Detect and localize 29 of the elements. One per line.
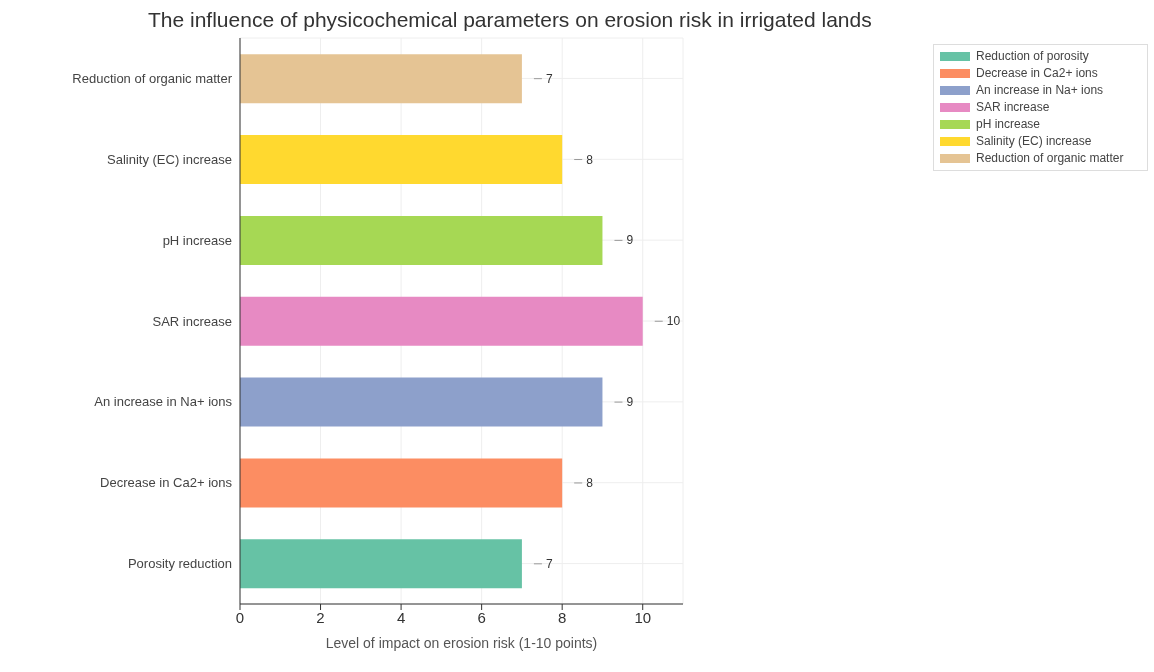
data-label: 9 — [626, 395, 634, 410]
y-tick-label: An increase in Na+ ions — [94, 394, 233, 410]
data-label: 7 — [545, 71, 553, 86]
legend-label: Reduction of porosity — [976, 48, 1089, 65]
legend-label: pH increase — [976, 116, 1041, 133]
x-tick-label: 0 — [235, 608, 245, 626]
x-tick-label: 8 — [558, 608, 567, 626]
legend-label: An increase in Na+ ions — [976, 82, 1104, 99]
y-tick-label: Reduction of organic matter — [72, 71, 233, 87]
chart-title: The influence of physicochemical parameters on erosion risk in irrigated lands — [147, 8, 873, 33]
y-tick-label: SAR increase — [152, 313, 232, 329]
data-label: 8 — [586, 475, 594, 490]
data-label: 7 — [545, 556, 553, 571]
y-tick-label: Porosity reduction — [127, 556, 232, 572]
y-tick-label: Decrease in Ca2+ ions — [100, 475, 233, 491]
x-tick-label: 2 — [316, 608, 325, 626]
data-label: 8 — [586, 152, 594, 167]
x-tick-label: 10 — [634, 608, 652, 626]
legend-label: Decrease in Ca2+ ions — [976, 65, 1098, 82]
data-label: 9 — [626, 233, 634, 248]
legend-label: Reduction of organic matter — [976, 150, 1124, 167]
x-tick-label: 6 — [477, 608, 486, 626]
x-tick-label: 4 — [396, 608, 406, 626]
data-label: 10 — [666, 314, 681, 329]
legend-label: SAR increase — [976, 99, 1050, 116]
x-axis-title: Level of impact on erosion risk (1-10 points) — [325, 634, 598, 651]
y-tick-label: pH increase — [162, 232, 232, 248]
legend-label: Salinity (EC) increase — [976, 133, 1092, 150]
y-tick-label: Salinity (EC) increase — [107, 151, 232, 167]
